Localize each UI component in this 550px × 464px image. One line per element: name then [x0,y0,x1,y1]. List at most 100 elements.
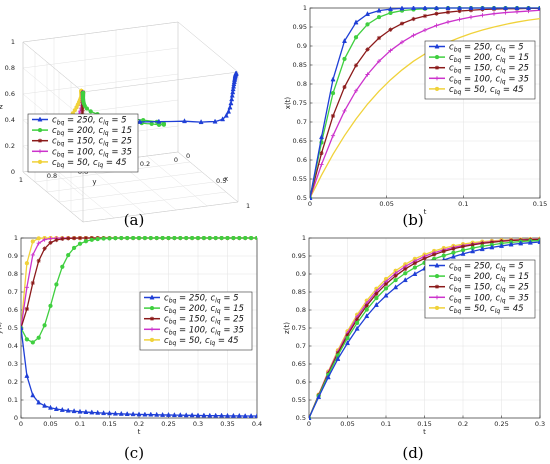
point-s250 [148,411,154,417]
legend-text-part: = 35 [506,74,529,84]
y-tick-label: 0.65 [292,360,306,368]
point-s250 [489,244,495,250]
legend-marker-s100 [149,327,155,332]
point-s150 [77,236,83,241]
trajectory-point-s250 [230,89,236,95]
grid-3d [22,73,179,95]
point-s200 [243,236,248,241]
legend-text-part: = 15 [221,304,244,314]
point-s150 [422,256,427,261]
y-tick-label: 0.6 [8,306,18,314]
grid-3d [84,163,146,215]
point-s250 [213,412,219,418]
box-edge-3d [177,21,239,73]
box-edge-3d [177,151,239,203]
box-edge-3d [22,171,84,223]
point-s100 [503,10,508,15]
point-s250 [518,240,524,246]
point-s200 [374,295,379,301]
legend-text-part: c [449,304,454,314]
x-tick-label: 0 [19,420,23,428]
legend-label-s100: cbq = 100, clq = 35 [164,325,244,336]
y-tick-label: 0.95 [293,23,307,31]
x-axis-label: t [138,428,141,436]
point-s250 [525,6,532,10]
legend-text-part: c [52,126,57,136]
legend-text-part: c [449,262,454,272]
y-tick-label: 0.8 [8,270,18,278]
legend-text-part: c [52,137,57,147]
point-s250 [30,392,36,398]
point-s200 [213,236,218,241]
point-s250 [514,6,520,10]
x-tick-label: 0.2 [458,420,468,428]
box-edge-3d [22,41,84,93]
point-s100 [445,19,451,25]
point-s150 [393,273,398,278]
legend-marker-s250 [37,116,43,122]
point-s250 [136,411,142,417]
legend-text-part: c [449,283,454,293]
point-s200 [130,236,136,241]
point-s50 [36,236,41,241]
x-tick-label: 0.35 [220,420,234,428]
point-s250 [219,412,225,418]
legend-text-part: = 100, c [176,325,215,335]
point-s200 [160,236,165,241]
trajectory-point-s200 [149,121,154,127]
legend-marker-s150 [37,138,43,143]
y-tick-label: 0.6 [296,378,306,386]
legend-text-part: = 150, c [461,283,500,293]
legend-text-part: c [164,336,169,346]
legend-text-part: c [52,147,57,157]
point-s250 [201,412,207,418]
point-s250 [502,6,509,10]
x-tick-label: 0 [308,200,312,208]
legend-text-part: = 150, c [64,137,103,147]
point-s250 [410,6,417,10]
y-tick-label: 1 [14,234,18,242]
point-s150 [42,246,47,251]
legend-text-part: bq [454,276,462,283]
point-s250 [330,76,336,82]
x-tick-label: 0.5 [216,177,226,185]
point-s250 [154,411,160,417]
point-s200 [71,245,77,251]
box-edge-3d [22,21,179,43]
point-s250 [498,242,505,248]
point-s200 [48,303,53,309]
point-s200 [154,236,159,241]
y-tick-label: 0.2 [8,378,18,386]
point-s100 [422,27,428,33]
grid-3d [22,47,179,69]
point-s250 [479,246,485,252]
point-s150 [48,240,53,245]
y-tick-label: 1 [302,234,306,242]
point-s250 [42,402,48,408]
point-s200 [353,35,359,40]
legend-marker-s150 [149,316,155,321]
y-tick-label: 0 [14,414,18,422]
y-tick-label: 0.9 [8,252,18,260]
point-s250 [527,239,533,245]
y-tick-label: 0.75 [292,324,306,332]
x-tick-label: 0.3 [193,420,203,428]
legend-text-part: = 250, c [176,294,215,304]
point-s100 [319,162,324,167]
legend-text-part: lq [495,89,501,96]
point-s150 [457,8,462,14]
point-s200 [113,236,118,241]
y-tick-label: 0.3 [8,360,18,368]
point-s200 [95,236,100,242]
grid-3d [46,171,203,193]
legend-text-part: c [449,272,454,282]
y-tick-label: 0.1 [8,396,18,404]
legend-text-part: = 35 [506,293,529,303]
trajectory-point-s250 [212,118,218,124]
point-s200 [142,236,148,241]
z-tick-label: 1 [11,38,15,46]
legend-text-part: lq [215,308,221,315]
legend-text-part: lq [98,162,104,169]
point-s250 [364,313,370,319]
